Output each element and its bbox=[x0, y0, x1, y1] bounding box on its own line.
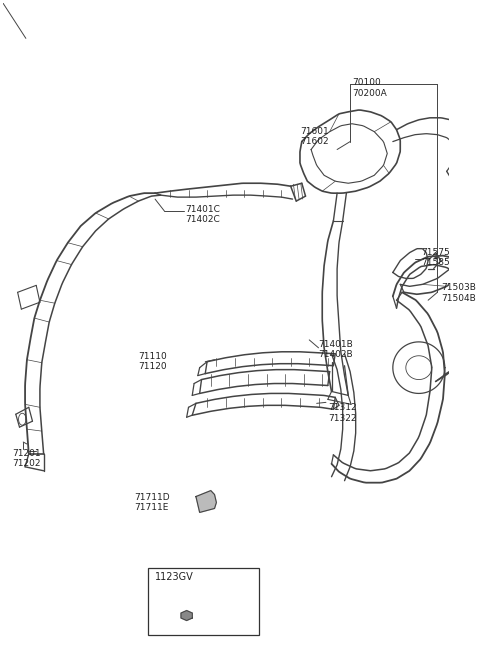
Text: 71575
71585: 71575 71585 bbox=[421, 248, 450, 267]
Text: 71601
71602: 71601 71602 bbox=[300, 126, 329, 146]
Text: 71711D
71711E: 71711D 71711E bbox=[135, 493, 170, 512]
Text: 71312
71322: 71312 71322 bbox=[328, 403, 357, 422]
Text: 71401B
71402B: 71401B 71402B bbox=[319, 340, 353, 360]
Text: 71401C
71402C: 71401C 71402C bbox=[185, 205, 220, 225]
Text: 71110
71120: 71110 71120 bbox=[138, 352, 167, 371]
Text: 71503B
71504B: 71503B 71504B bbox=[441, 284, 476, 303]
Polygon shape bbox=[196, 491, 216, 512]
Text: 71201
71202: 71201 71202 bbox=[12, 449, 41, 468]
Text: 1123GV: 1123GV bbox=[155, 572, 194, 582]
Polygon shape bbox=[181, 610, 192, 620]
Bar bbox=[148, 568, 259, 635]
Text: 70100
70200A: 70100 70200A bbox=[352, 78, 387, 98]
